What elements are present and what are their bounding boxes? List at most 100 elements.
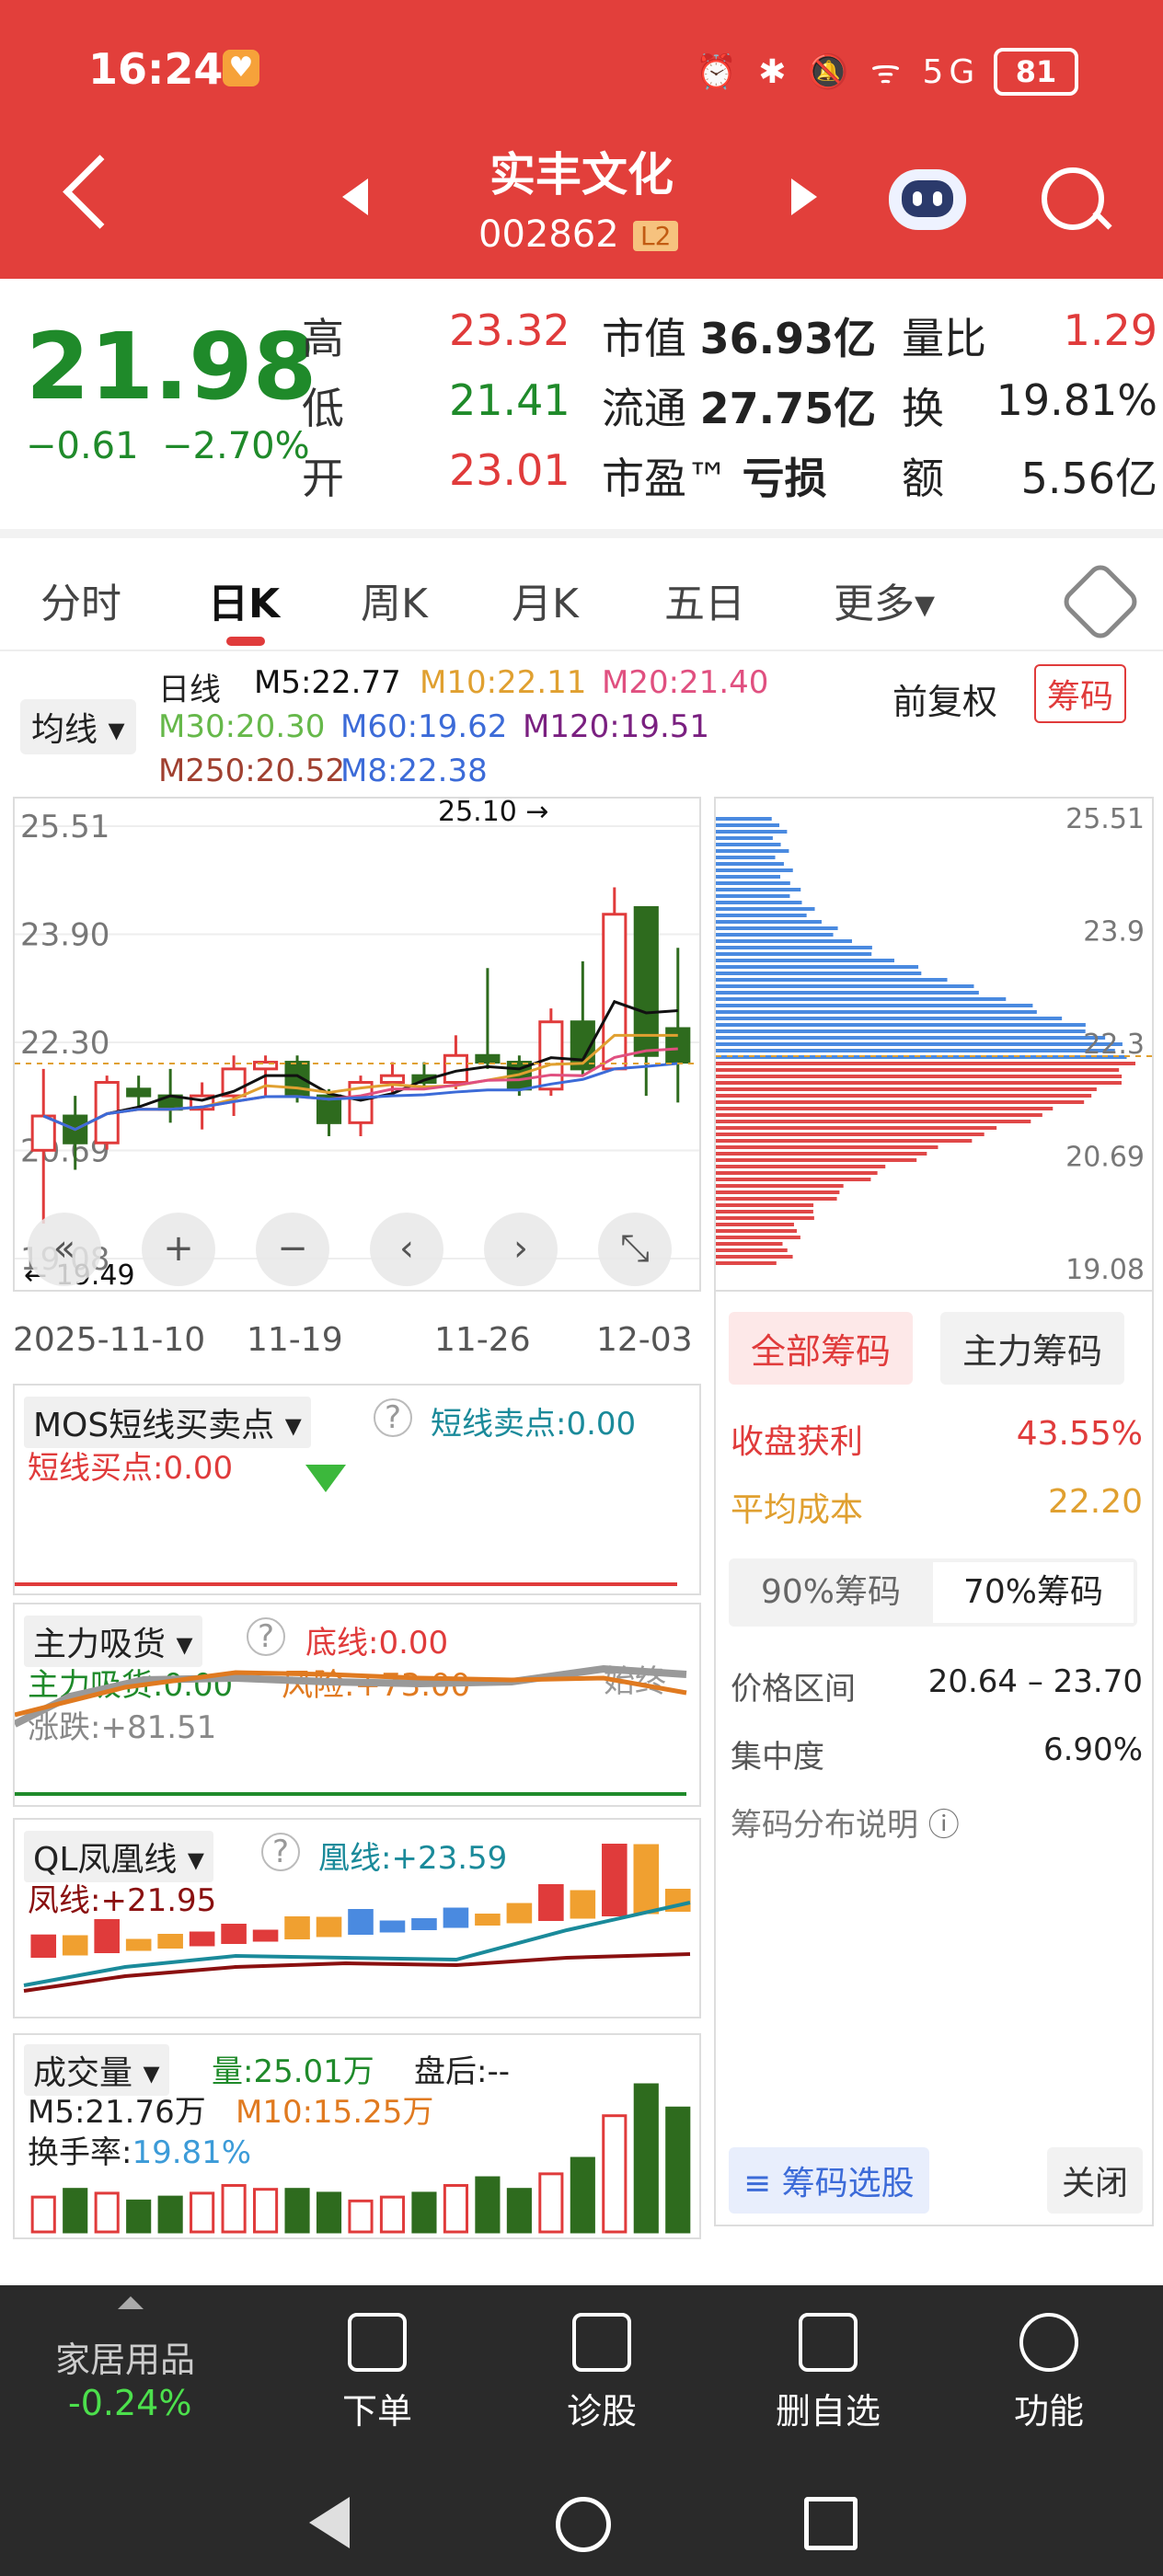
tab-90[interactable]: 90%筹码 — [760, 1573, 902, 1611]
tab-more[interactable]: 更多▾ — [834, 581, 936, 627]
chip-y-tick: 19.08 — [1065, 1254, 1145, 1286]
chip-bar — [716, 1094, 1092, 1098]
chip-bar — [716, 875, 781, 879]
zl-panel: 主力吸货 ▾ ? 底线:0.00 主力吸货:0.00 风险:+73.00 涨跌:… — [13, 1603, 701, 1807]
settings-hexagon-icon[interactable] — [1058, 559, 1143, 644]
chip-note-link[interactable]: 筹码分布说明 ⓘ — [731, 1807, 960, 1844]
help-icon[interactable]: ? — [247, 1617, 285, 1656]
help-icon[interactable]: ? — [261, 1833, 300, 1871]
function-label: 功能 — [1013, 2391, 1084, 2432]
candle-body — [538, 1020, 564, 1091]
help-icon[interactable]: ? — [374, 1398, 412, 1437]
order-label: 下单 — [341, 2391, 412, 2432]
tab-intraday[interactable]: 分时 — [40, 581, 121, 627]
order-icon — [348, 2313, 407, 2372]
float-label: 流通 — [602, 384, 686, 433]
chip-bar — [716, 901, 802, 904]
y-tick-label: 22.30 — [20, 1025, 109, 1062]
candle-body — [475, 1053, 501, 1064]
mos-panel: MOS短线买卖点 ▾ ? 短线卖点:0.00 短线买点:0.00 — [13, 1384, 701, 1595]
chart-nav-button — [370, 1213, 443, 1286]
ma-selector[interactable]: 均线 ▾ — [20, 699, 136, 754]
robot-assistant-icon[interactable] — [889, 169, 966, 230]
low-value: 21.41 — [449, 375, 570, 425]
chip-bar — [716, 881, 790, 885]
ma-line — [42, 999, 678, 1132]
expand-up-icon[interactable] — [118, 2296, 144, 2309]
remove-watchlist-button[interactable]: 删自选 — [764, 2313, 892, 2433]
system-recents-button[interactable] — [804, 2497, 858, 2550]
chart-nav-button — [484, 1213, 558, 1286]
order-button[interactable]: 下单 — [331, 2313, 423, 2433]
volume-bar — [633, 2083, 659, 2234]
volume-bar — [94, 2191, 120, 2234]
chip-bar — [716, 888, 801, 891]
date-label: 12-03 — [596, 1321, 693, 1359]
ma5-label: M5:22.77 — [254, 664, 401, 701]
function-button[interactable]: 功能 — [1003, 2313, 1095, 2433]
change-amount: −0.61 — [26, 425, 139, 467]
next-stock-button[interactable] — [791, 178, 817, 215]
tab-five-day[interactable]: 五日 — [664, 581, 745, 627]
diagnose-button[interactable]: 诊股 — [556, 2313, 648, 2433]
search-icon[interactable] — [1042, 167, 1104, 230]
chip-bar — [716, 1229, 797, 1233]
candle-body — [253, 1061, 279, 1071]
tab-70[interactable]: 70%筹码 — [933, 1562, 1134, 1623]
system-home-button[interactable] — [556, 2497, 611, 2552]
chip-bar — [716, 836, 773, 840]
candle-body — [633, 905, 659, 1057]
chip-bar — [716, 1197, 837, 1201]
ma120-label: M120:19.51 — [523, 708, 710, 745]
chip-toggle-button[interactable]: 筹码 — [1034, 664, 1127, 723]
conc-value: 6.90% — [1042, 1731, 1143, 1768]
chip-bar — [716, 933, 834, 937]
zl-title[interactable]: 主力吸货 ▾ — [24, 1616, 202, 1667]
tab-weekly-k[interactable]: 周K — [361, 581, 428, 627]
app-header: 16:24 ♥ ⏰ ✱ 🔕 ᯤ 5G 81 实丰文化 002862 L2 — [0, 0, 1163, 279]
high-value: 23.32 — [449, 305, 570, 355]
sector-name[interactable]: 家居用品 — [55, 2340, 196, 2380]
quote-col2: 市值 36.93亿 流通 27.75亿 市盈™ 亏损 — [602, 305, 876, 515]
divider — [0, 650, 1163, 651]
system-back-button[interactable] — [309, 2497, 350, 2548]
chip-bar — [716, 1113, 1042, 1117]
volume-bar — [570, 2156, 595, 2234]
remove-label: 删自选 — [775, 2391, 881, 2432]
chip-bar — [716, 849, 789, 853]
cost-value: 22.20 — [1047, 1483, 1143, 1521]
chip-bar — [716, 984, 974, 988]
ql-bar — [30, 1934, 57, 1958]
tab-daily-k[interactable]: 日K — [208, 581, 281, 627]
mos-title[interactable]: MOS短线买卖点 ▾ — [24, 1397, 311, 1448]
float-value: 27.75亿 — [699, 384, 877, 433]
amt-label: 额 — [902, 454, 944, 503]
adjust-mode[interactable]: 前复权 — [892, 682, 998, 722]
amt-value: 5.56亿 — [1020, 454, 1157, 503]
tab-monthly-k[interactable]: 月K — [512, 581, 579, 627]
prev-stock-button[interactable] — [342, 178, 368, 215]
vol-turn-label: 换手率: — [28, 2134, 132, 2171]
chip-bar — [716, 1248, 788, 1252]
vol-title[interactable]: 成交量 ▾ — [24, 2044, 169, 2096]
ql-bar — [221, 1924, 247, 1944]
ql-title[interactable]: QL凤凰线 ▾ — [24, 1831, 213, 1882]
chip-bar — [716, 868, 793, 872]
tab-main-chips[interactable]: 主力筹码 — [940, 1312, 1125, 1385]
chart-nav-button — [256, 1213, 329, 1286]
percent-toggle: 90%筹码 70%筹码 — [729, 1558, 1137, 1627]
ma-line — [42, 1062, 678, 1132]
ma10-label: M10:22.11 — [420, 664, 587, 701]
zl-lines — [15, 1664, 687, 1796]
chip-bar — [716, 1165, 886, 1168]
ql-bar — [633, 1844, 660, 1915]
chart-nav-glyph: « — [53, 1227, 75, 1270]
ql-panel: QL凤凰线 ▾ ? 凰线:+23.59 凤线:+21.95 — [13, 1818, 701, 2018]
ma8-label: M8:22.38 — [340, 753, 488, 789]
quote-col3-values: 1.29 19.81% 5.56亿 — [996, 305, 1157, 515]
close-button[interactable]: 关闭 — [1046, 2147, 1143, 2214]
volume-bar — [63, 2188, 88, 2234]
tab-all-chips[interactable]: 全部筹码 — [729, 1312, 914, 1385]
chip-select-button[interactable]: ≡ 筹码选股 — [729, 2147, 929, 2214]
